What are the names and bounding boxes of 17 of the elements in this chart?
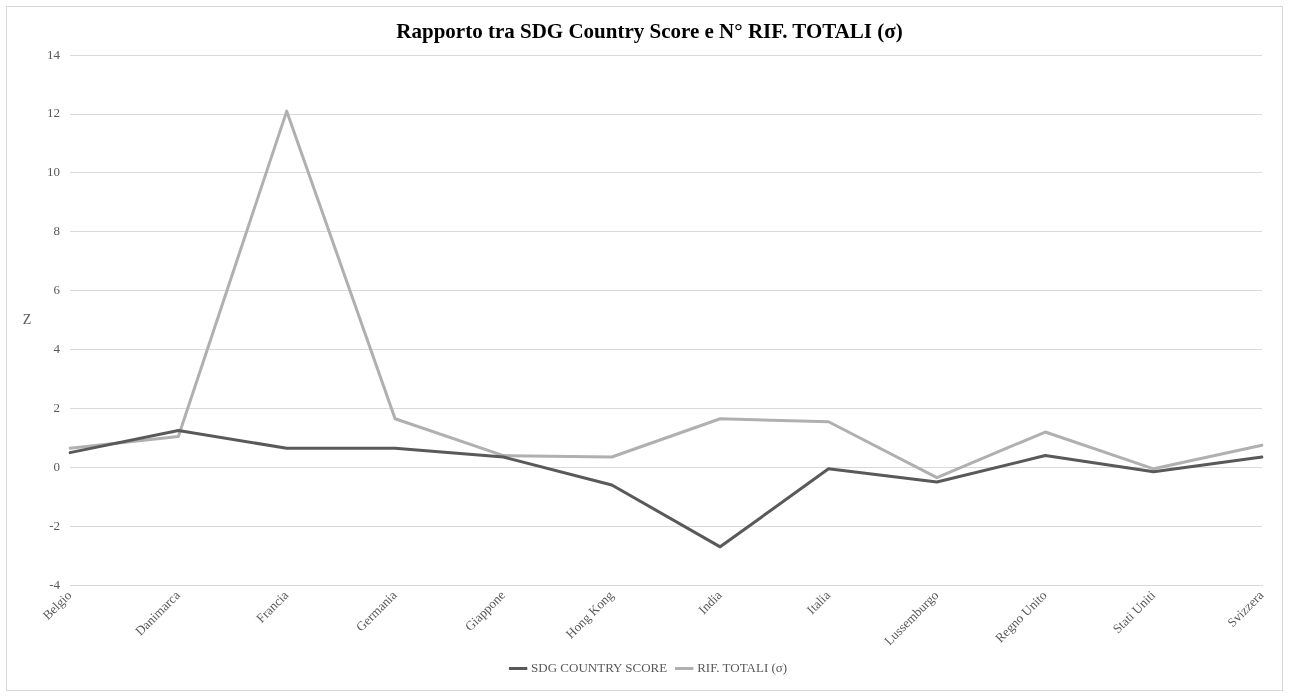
y-tick-label: 6 bbox=[53, 282, 61, 298]
y-tick-label: 2 bbox=[53, 399, 60, 415]
y-tick-label: 14 bbox=[47, 46, 61, 62]
y-tick-label: -4 bbox=[49, 576, 61, 592]
y-tick-label: 12 bbox=[47, 105, 60, 121]
y-tick-label: -2 bbox=[49, 517, 60, 533]
chart-title: Rapporto tra SDG Country Score e N° RIF. TOTALI (σ) bbox=[396, 19, 903, 44]
y-tick-label: 0 bbox=[53, 458, 60, 474]
y-tick-label: 8 bbox=[53, 223, 60, 239]
x-tick-label: Italia bbox=[803, 587, 834, 618]
y-axis-title: Z bbox=[22, 311, 32, 327]
x-tick-label: India bbox=[695, 587, 725, 618]
y-tick-label: 4 bbox=[53, 341, 61, 357]
legend-label: RIF. TOTALI (σ) bbox=[697, 659, 788, 675]
legend-label: SDG COUNTRY SCORE bbox=[531, 659, 668, 675]
y-tick-label: 10 bbox=[47, 164, 60, 180]
x-tick-label: Stati Uniti bbox=[1109, 587, 1159, 637]
